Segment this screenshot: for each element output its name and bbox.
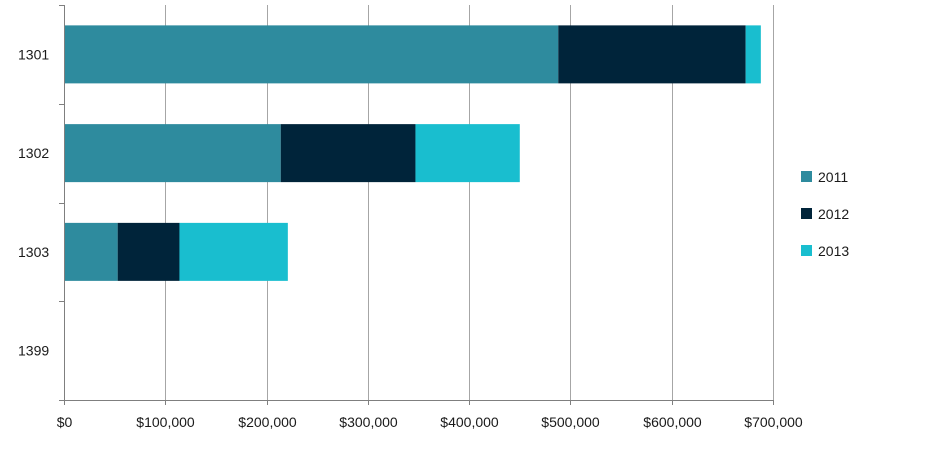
bar-segment-1302-2011 <box>64 124 281 183</box>
y-tick-label: 1399 <box>18 343 49 359</box>
bar-segment-1302-2013 <box>415 124 520 183</box>
legend-swatch <box>801 171 812 182</box>
x-tick-label: $0 <box>57 414 73 430</box>
y-tick-label: 1301 <box>18 46 49 62</box>
x-tick-label: $200,000 <box>238 414 297 430</box>
x-tick-label: $300,000 <box>339 414 398 430</box>
legend-swatch <box>801 245 812 256</box>
bar-segment-1302-2012 <box>280 124 416 183</box>
bar-segment-1303-2013 <box>179 222 288 281</box>
legend: 2011 2012 2013 <box>801 169 849 259</box>
bar-segment-1303-2011 <box>64 222 118 281</box>
y-tick-label: 1303 <box>18 244 49 260</box>
legend-label: 2013 <box>818 243 849 259</box>
bar-segment-1301-2013 <box>745 25 761 84</box>
x-tick-label: $400,000 <box>440 414 499 430</box>
legend-swatch <box>801 208 812 219</box>
x-tick-label: $100,000 <box>136 414 195 430</box>
legend-label: 2012 <box>818 206 849 222</box>
x-tick-label: $500,000 <box>541 414 600 430</box>
axes: $0 $100,000 $200,000 $300,000 $400,000 $500,0… <box>18 5 803 430</box>
x-tick-label: $600,000 <box>643 414 702 430</box>
y-tick-label: 1302 <box>18 145 49 161</box>
legend-label: 2011 <box>818 169 848 185</box>
bar-segment-1303-2012 <box>117 222 180 281</box>
bars <box>64 25 761 281</box>
x-tick-label: $700,000 <box>744 414 803 430</box>
bar-segment-1301-2011 <box>64 25 559 84</box>
bar-segment-1301-2012 <box>558 25 746 84</box>
